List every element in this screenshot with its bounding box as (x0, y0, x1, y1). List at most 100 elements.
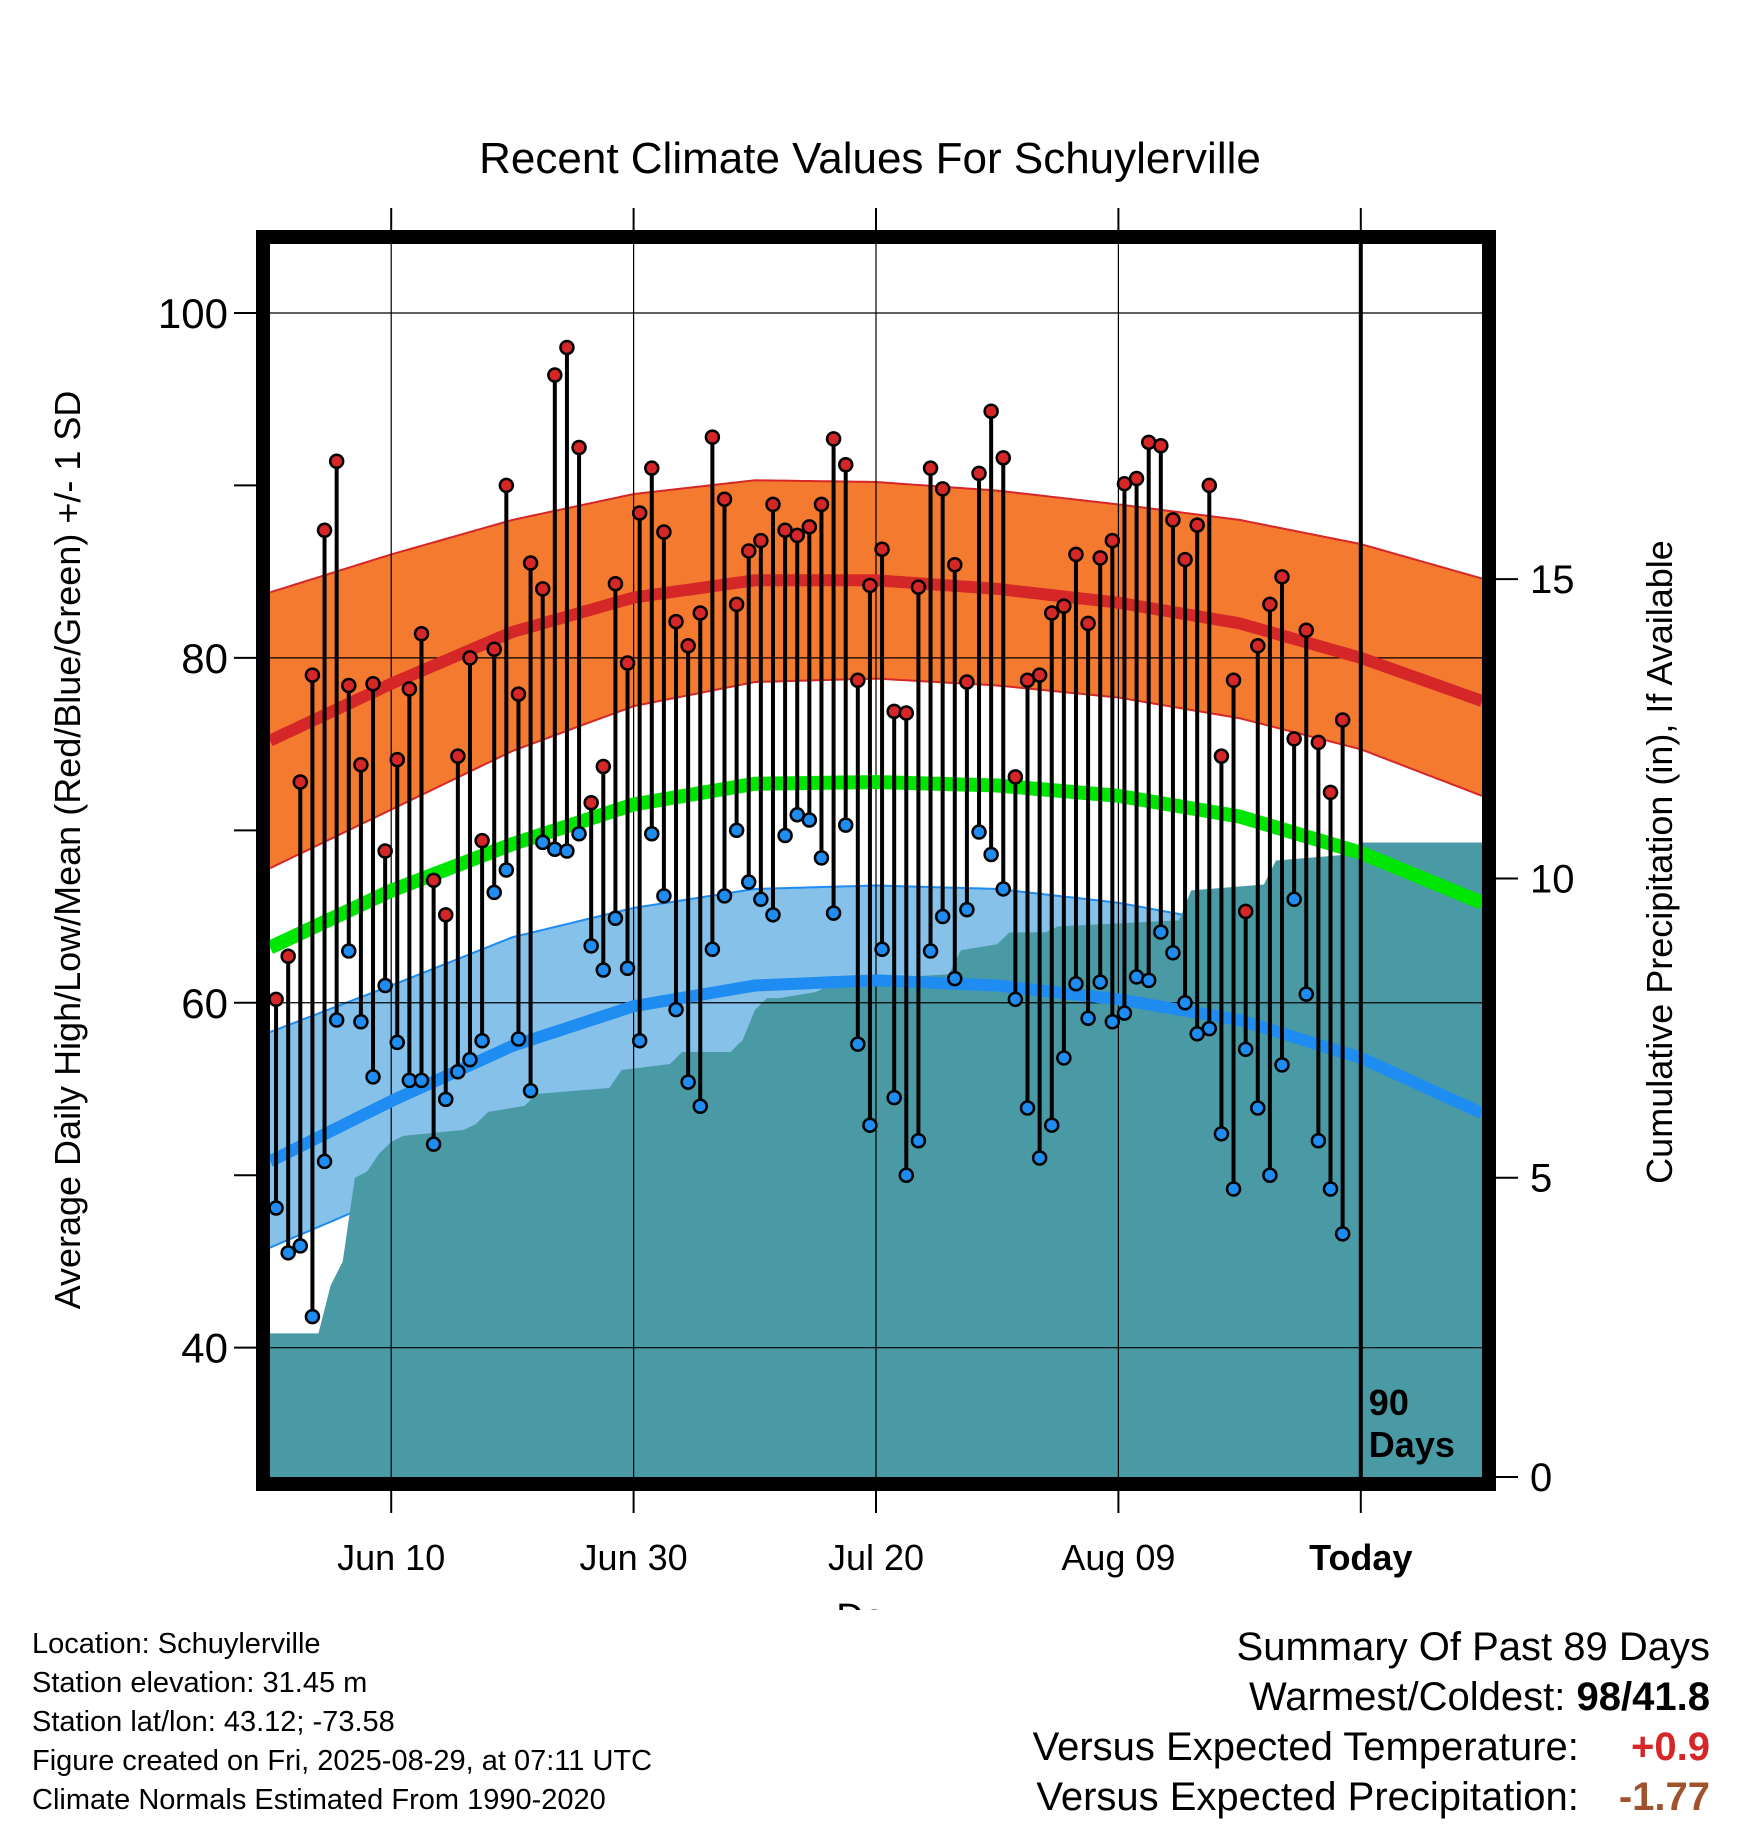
temp-departure-row: Versus Expected Temperature: +0.9 (1033, 1722, 1710, 1772)
observed-high-point (862, 577, 878, 594)
observed-low-point (510, 1031, 527, 1047)
observed-low-point (886, 1089, 902, 1106)
observed-low-point (1274, 1057, 1290, 1073)
warmest-sep: / (1621, 1675, 1633, 1719)
observed-low-point (837, 817, 854, 833)
observed-low-point (571, 826, 587, 842)
observed-low-point (874, 941, 890, 958)
warmest-value: 98/41.8 (1577, 1672, 1710, 1722)
observed-low-point (1007, 991, 1024, 1008)
observed-low-point (850, 1036, 866, 1052)
observed-low-point (559, 843, 575, 859)
observed-low-point (644, 826, 660, 842)
observed-low-point (304, 1308, 321, 1325)
y2-tick-label: 0 (1530, 1456, 1552, 1500)
observed-high-point (910, 579, 927, 595)
observed-low-point (801, 812, 818, 828)
observed-low-point (728, 822, 745, 839)
observed-high-point (1322, 784, 1339, 801)
observed-high-point (1225, 672, 1242, 689)
observed-high-point (850, 672, 866, 689)
observed-high-point (1286, 731, 1302, 747)
observed-high-point (389, 751, 406, 768)
observed-high-point (1153, 438, 1169, 454)
observed-low-point (365, 1069, 381, 1085)
observed-low-point (534, 834, 551, 851)
observed-high-point (522, 555, 539, 571)
elevation-text: Station elevation: 31.45 m (32, 1667, 368, 1699)
observed-low-point (1286, 891, 1302, 908)
observed-high-point (1031, 667, 1048, 683)
observed-low-point (1213, 1126, 1230, 1142)
observed-low-point (1116, 1005, 1133, 1021)
y2-axis-label: Cumulative Precipitation (in), If Availa… (1639, 540, 1680, 1184)
observed-low-point (1104, 1013, 1121, 1030)
y2-tick-label: 10 (1530, 857, 1575, 901)
observed-low-point (413, 1072, 430, 1089)
observed-high-point (1250, 638, 1266, 654)
observed-high-point (341, 677, 357, 694)
observed-low-point (1201, 1020, 1218, 1037)
observed-low-point (462, 1051, 478, 1068)
x-tick-label: Jul 20 (828, 1537, 924, 1578)
observed-high-point (801, 519, 818, 535)
observed-high-point (353, 757, 369, 773)
today-label-days: Days (1369, 1424, 1455, 1465)
observed-low-point (1225, 1181, 1242, 1197)
observed-high-point (559, 339, 575, 356)
precip-departure-row: Versus Expected Precipitation: -1.77 (1033, 1772, 1710, 1822)
observed-high-point (1128, 470, 1145, 487)
observed-high-point (607, 575, 624, 592)
observed-low-point (1056, 1050, 1072, 1066)
observed-high-point (510, 686, 527, 702)
observed-high-point (450, 748, 466, 764)
observed-high-point (789, 527, 805, 544)
observed-low-point (353, 1013, 369, 1030)
observed-low-point (716, 888, 733, 904)
normal-mean-line (267, 775, 1485, 954)
observed-low-point (1043, 1117, 1060, 1133)
temp-departure-label: Versus Expected Temperature: (1032, 1725, 1579, 1769)
observed-high-point (474, 832, 490, 849)
warmest-high: 98 (1576, 1675, 1622, 1719)
observed-high-point (1177, 551, 1193, 568)
observed-high-point (898, 705, 915, 721)
observed-low-point (922, 943, 939, 959)
observed-low-point (1165, 945, 1181, 961)
observed-high-point (680, 638, 696, 654)
observed-high-point (619, 655, 636, 671)
temp-departure-value: +0.9 (1631, 1725, 1710, 1769)
summary-panel: Summary Of Past 89 Days Warmest/Coldest:… (1033, 1622, 1710, 1822)
observed-low-point (425, 1136, 442, 1152)
observed-high-point (583, 794, 599, 811)
observed-low-point (1262, 1167, 1278, 1183)
observed-high-point (425, 872, 442, 889)
observed-high-point (1104, 532, 1121, 549)
x-tick-label: Today (1309, 1537, 1412, 1578)
observed-low-point (813, 850, 830, 866)
observed-high-point (959, 674, 975, 690)
observed-low-point (825, 905, 842, 921)
observed-high-point (413, 625, 430, 642)
observed-high-point (934, 481, 951, 497)
observed-low-point (583, 938, 599, 954)
observed-low-point (631, 1032, 648, 1049)
observed-high-point (765, 496, 781, 513)
observed-high-point (328, 453, 345, 470)
y2-tick-label: 5 (1530, 1157, 1552, 1201)
observed-low-point (680, 1074, 696, 1090)
observed-low-point (474, 1032, 490, 1049)
observed-high-point (498, 477, 515, 494)
observed-high-point (377, 843, 393, 859)
observed-high-point (886, 703, 902, 720)
observed-high-point (1201, 477, 1218, 494)
precip-departure-label: Versus Expected Precipitation: (1036, 1775, 1579, 1819)
observed-low-point (1080, 1010, 1096, 1027)
observed-low-point (934, 908, 951, 925)
observed-high-point (1262, 596, 1278, 613)
observed-low-point (995, 881, 1012, 897)
observed-high-point (631, 505, 648, 521)
warmest-label: Warmest/Coldest: (1249, 1675, 1566, 1719)
observed-low-point (898, 1167, 915, 1183)
